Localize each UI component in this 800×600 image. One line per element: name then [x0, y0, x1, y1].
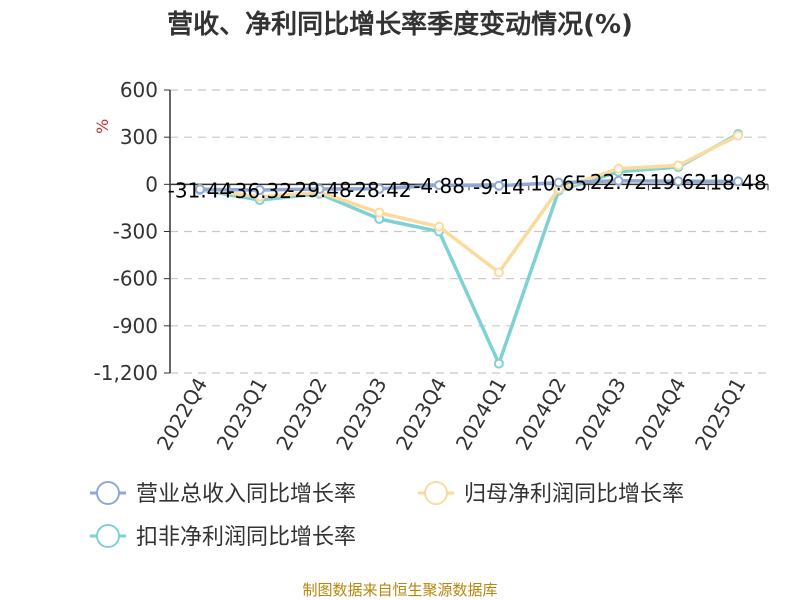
legend-marker	[96, 524, 120, 548]
data-labels: -31.44-36.32-29.48-28.42 -4.88 -9.14 10.65 2…	[168, 170, 767, 203]
data-point	[673, 176, 684, 187]
data-point	[314, 183, 325, 194]
x-tick-label: 2022Q4	[152, 374, 212, 455]
data-point	[254, 185, 265, 196]
data-point	[194, 184, 205, 195]
x-tick-label: 2023Q3	[331, 374, 391, 455]
x-tick-label: 2023Q2	[271, 374, 331, 455]
y-tick-label: 600	[120, 78, 158, 102]
y-tick-label: -1,200	[94, 361, 158, 385]
series-layer	[194, 129, 744, 369]
data-label: 18.48	[709, 170, 766, 194]
legend-marker	[96, 481, 120, 505]
data-label: 19.62	[650, 170, 707, 194]
data-label: -4.88	[413, 174, 465, 198]
legend-item-2[interactable]: 扣非净利润同比增长率	[90, 524, 356, 550]
x-tick-label: 2024Q1	[451, 374, 511, 455]
x-tick-label: 2024Q4	[630, 374, 690, 455]
series-line-1	[199, 134, 739, 275]
legend-item-0[interactable]: 营业总收入同比增长率	[90, 481, 356, 507]
data-point	[553, 177, 564, 188]
data-point	[434, 221, 445, 232]
x-tick-label: 2024Q3	[570, 374, 630, 455]
data-point	[374, 183, 385, 194]
source-note: 制图数据来自恒生聚源数据库	[302, 581, 497, 599]
data-label: -36.32	[227, 179, 291, 203]
y-tick-label: -600	[113, 267, 158, 291]
x-tick-label: 2023Q1	[212, 374, 272, 455]
data-point	[493, 358, 504, 369]
legend-marker	[424, 481, 448, 505]
data-label: 10.65	[530, 172, 587, 196]
y-tick-label: -900	[113, 314, 158, 338]
data-point	[493, 267, 504, 278]
grid	[170, 89, 768, 374]
chart-title: 营收、净利同比增长率季度变动情况(%)	[167, 9, 633, 40]
legend-item-1[interactable]: 归母净利润同比增长率	[418, 481, 684, 507]
data-label: -29.48	[287, 178, 351, 202]
series-line-0	[199, 179, 739, 192]
y-tick-label: 300	[120, 125, 158, 149]
data-point	[374, 207, 385, 218]
y-tick-label: 0	[145, 172, 158, 196]
legend-label: 扣非净利润同比增长率	[136, 525, 356, 550]
x-tick-label: 2025Q1	[690, 374, 750, 455]
legend-label: 营业总收入同比增长率	[136, 482, 356, 507]
data-label: -28.42	[347, 178, 411, 202]
data-point	[733, 130, 744, 141]
series-line-2	[199, 132, 739, 366]
data-point	[493, 180, 504, 191]
x-tick-label: 2023Q4	[391, 373, 451, 454]
data-point	[673, 160, 684, 171]
x-tick-label: 2024Q2	[511, 374, 571, 455]
y-axis-unit: %	[93, 119, 112, 134]
data-point	[613, 175, 624, 186]
data-point	[434, 180, 445, 191]
data-point	[613, 163, 624, 174]
data-label: 22.72	[590, 170, 647, 194]
data-label: -31.44	[168, 178, 232, 202]
legend-label: 归母净利润同比增长率	[464, 482, 684, 507]
y-tick-label: -300	[113, 220, 158, 244]
data-label: -9.14	[473, 175, 525, 199]
data-point	[733, 176, 744, 187]
